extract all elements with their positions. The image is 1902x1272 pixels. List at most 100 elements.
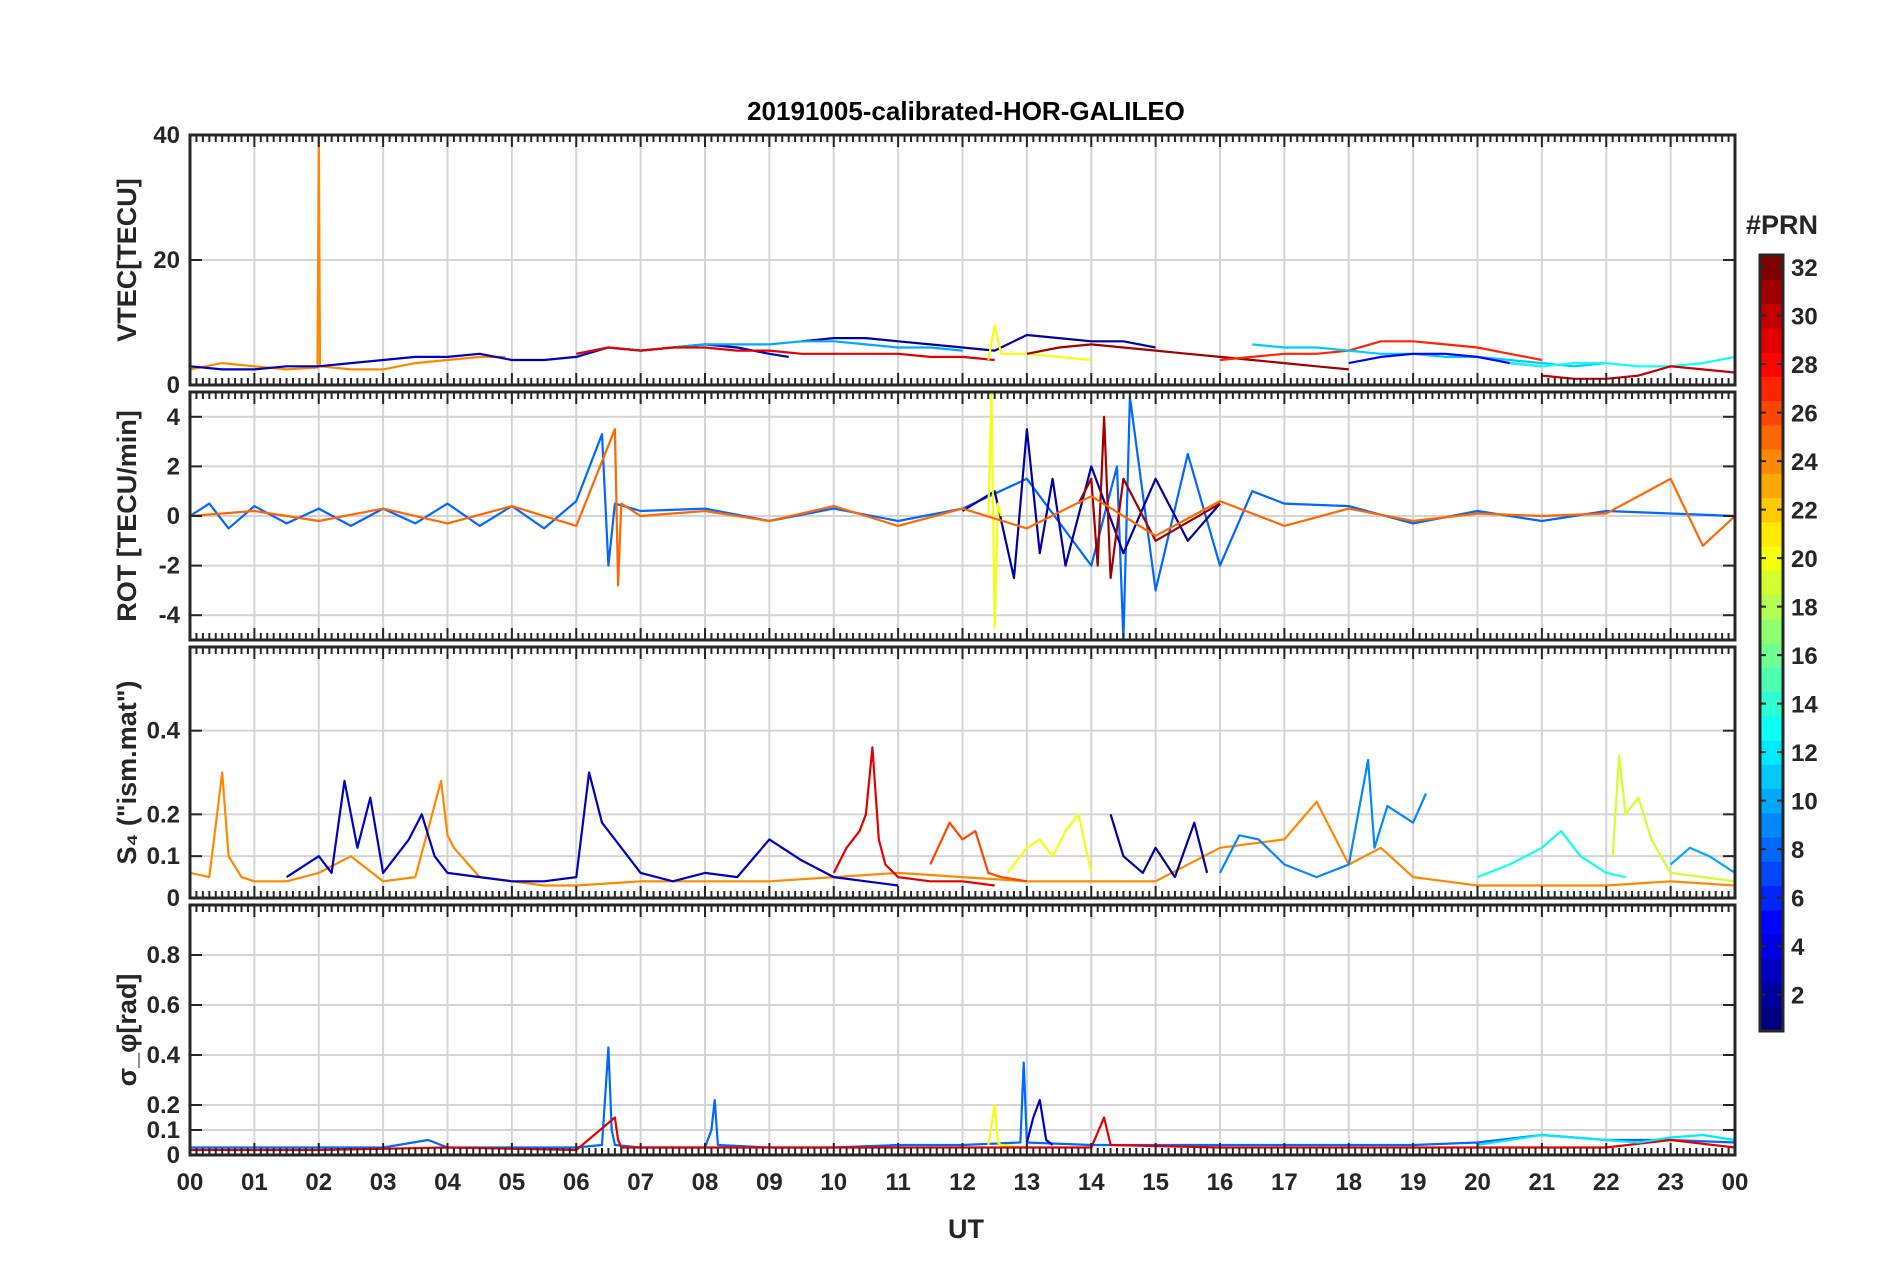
colorbar-segment (1760, 691, 1783, 717)
x-tick-label: 10 (820, 1169, 847, 1196)
series-group (190, 392, 1735, 640)
x-tick-label: 13 (1014, 1169, 1041, 1196)
x-tick-label: 09 (756, 1169, 783, 1196)
panel-1: 0 20 40 VTEC[TECU] (112, 122, 1737, 399)
y-tick-label: 0 (167, 885, 180, 912)
panel-4: 00.10.2 0.4 0.6 0.8σ_φ[rad] (112, 903, 1737, 1169)
panel-frame (188, 390, 1737, 642)
colorbar-segment (1760, 255, 1783, 280)
colorbar-tick-label: 14 (1791, 692, 1818, 719)
series-line-prn-2 (1109, 813, 1209, 879)
series-line-prn-9 (1219, 758, 1428, 879)
series-line-prn-31 (1026, 343, 1349, 371)
colorbar-tick-label: 32 (1791, 255, 1818, 282)
colorbar-segment (1760, 667, 1783, 693)
y-tick-label: 0.4 (147, 1042, 181, 1069)
colorbar-label: #PRN (1746, 210, 1818, 240)
colorbar-segment (1760, 643, 1783, 668)
colorbar-tick-label: 18 (1791, 595, 1818, 622)
y-tick-label: -2 (159, 553, 180, 580)
colorbar-tick-label: 26 (1791, 401, 1818, 428)
series-line-prn-20 (987, 392, 1003, 629)
x-axis-label: UT (948, 1214, 984, 1244)
colorbar-segment (1760, 546, 1783, 571)
colorbar-segment (1760, 1006, 1783, 1032)
y-tick-label: 0.6 (147, 992, 180, 1019)
series-line-prn-2 (801, 333, 1156, 352)
colorbar-tick-label: 2 (1791, 983, 1804, 1010)
series-line-prn-20 (1006, 813, 1093, 874)
series-line-prn-27 (1219, 340, 1543, 362)
panel-frame (188, 133, 1737, 387)
y-axis-label: σ_φ[rad] (112, 974, 142, 1087)
colorbar-segment (1760, 982, 1783, 1008)
y-tick-label: 0 (167, 1142, 180, 1169)
panel-3: 0 0.1 0.2 0.4S₄ ("ism.mat") (112, 645, 1737, 912)
x-tick-label: 15 (1142, 1169, 1169, 1196)
x-tick-label: 19 (1400, 1169, 1427, 1196)
chart-title: 20191005-calibrated-HOR-GALILEO (747, 96, 1185, 126)
series-group (190, 746, 1735, 887)
x-tick-label: 20 (1464, 1169, 1491, 1196)
colorbar-segment (1760, 934, 1783, 959)
colorbar-segment (1760, 424, 1783, 450)
colorbar-segment (1760, 909, 1783, 935)
x-tick-label: 21 (1529, 1169, 1556, 1196)
series-line-prn-31 (1077, 415, 1221, 580)
colorbar-tick-label: 22 (1791, 498, 1818, 525)
colorbar-tick-label: 24 (1791, 449, 1818, 476)
panel-frame (188, 645, 1737, 900)
y-axis-label: ROT [TECU/min] (112, 410, 142, 621)
x-tick-labels: 00 01 02 03 04 05 06 07 08 09 10 11 12 13 14 15 16 17 18 19… (177, 1169, 1749, 1196)
colorbar-segment (1760, 521, 1783, 547)
series-line-prn-29 (832, 746, 995, 887)
x-tick-label: 11 (885, 1169, 910, 1196)
colorbar-segment (1760, 376, 1783, 402)
series-line-prn-3 (1025, 1098, 1054, 1146)
colorbar-segment (1760, 570, 1783, 596)
colorbar-tick-label: 16 (1791, 643, 1818, 670)
colorbar-segment (1760, 861, 1783, 887)
colorbar-tick-label: 8 (1791, 837, 1804, 864)
colorbar-segment (1760, 618, 1783, 644)
y-tick-label: 0.2 (147, 1092, 180, 1119)
colorbar-segment (1760, 715, 1783, 741)
series-line-prn-8 (190, 395, 1735, 640)
panel-frame (188, 903, 1737, 1157)
x-tick-label: 08 (692, 1169, 719, 1196)
series-line-prn-10 (1669, 846, 1735, 874)
x-tick-label: 05 (499, 1169, 526, 1196)
colorbar-segment (1760, 594, 1783, 620)
x-tick-label: 14 (1078, 1169, 1105, 1196)
y-tick-label: 0.4 (147, 718, 181, 745)
y-tick-label: 0 (167, 372, 180, 399)
series-line-prn-25 (190, 428, 1735, 587)
x-tick-label: 06 (563, 1169, 590, 1196)
x-tick-label: 16 (1207, 1169, 1234, 1196)
minor-ticks (189, 392, 1736, 640)
colorbar-segment (1760, 400, 1783, 426)
x-tick-label: 17 (1271, 1169, 1298, 1196)
x-tick-label: 01 (241, 1169, 268, 1196)
x-tick-label: 12 (949, 1169, 976, 1196)
series-line-prn-13 (1477, 829, 1626, 879)
y-tick-label: 20 (153, 247, 180, 274)
y-tick-label: 2 (167, 453, 180, 480)
y-tick-label: 40 (153, 122, 180, 149)
colorbar-segment (1760, 740, 1783, 765)
colorbar-segment (1760, 352, 1783, 377)
y-tick-label: -4 (159, 602, 181, 629)
y-axis-label: S₄ ("ism.mat") (112, 680, 142, 864)
colorbar-tick-label: 4 (1791, 934, 1805, 961)
x-tick-label: 02 (305, 1169, 332, 1196)
series-line-prn-13 (1509, 355, 1735, 368)
colorbar-segment (1760, 837, 1783, 862)
colorbar-segment (1760, 958, 1783, 984)
y-tick-label: 0.2 (147, 801, 180, 828)
colorbar-segment (1760, 473, 1783, 499)
x-tick-label: 07 (627, 1169, 654, 1196)
colorbar-tick-label: 12 (1791, 740, 1818, 767)
